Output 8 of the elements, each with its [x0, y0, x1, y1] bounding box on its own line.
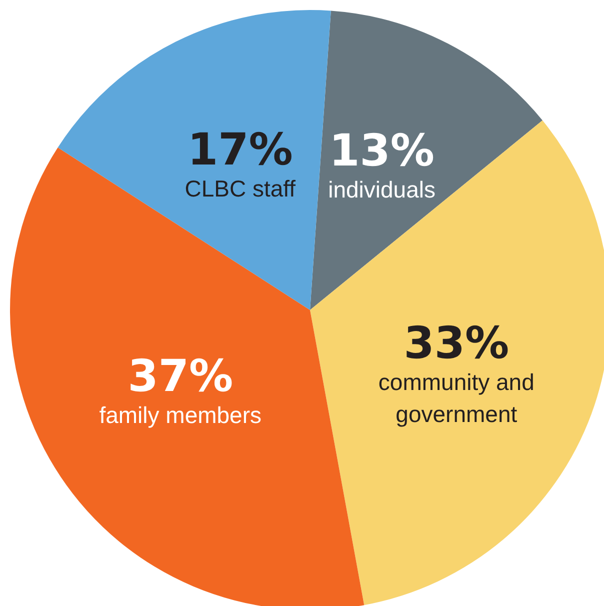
data-label: 13%: [329, 126, 434, 176]
data-label: 33%: [404, 318, 510, 369]
slice-label: individuals: [328, 176, 436, 202]
slice-label: family members: [99, 402, 262, 428]
slice-label: community and government: [378, 368, 534, 427]
data-label: 17%: [187, 124, 293, 176]
data-label: 37%: [128, 350, 234, 402]
slice-label: CLBC staff: [184, 176, 296, 202]
